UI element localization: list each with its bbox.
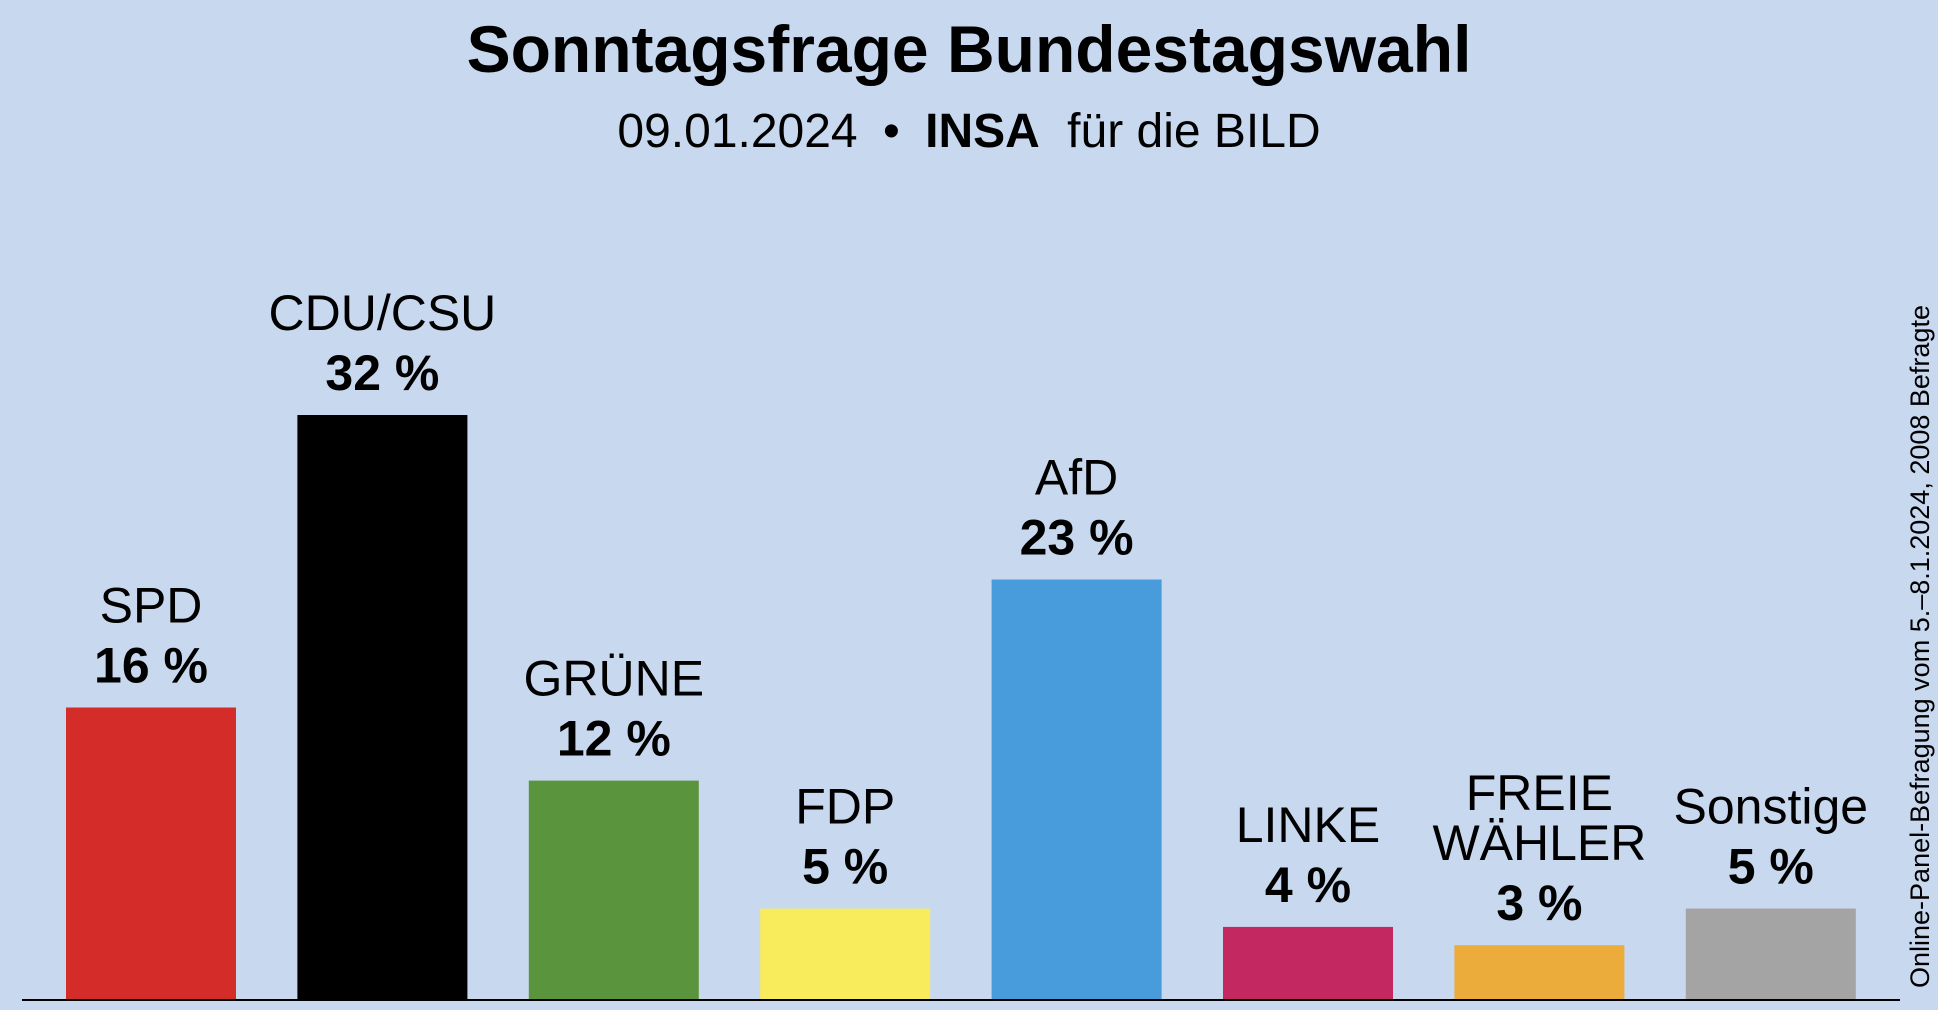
value-label-spd: 16 % [94, 638, 208, 694]
party-label-gruene: GRÜNE [524, 651, 705, 707]
bar-sonstige [1685, 908, 1856, 1000]
party-label-afd: AfD [1035, 450, 1118, 506]
party-label-freie-waehler: FREIE [1466, 765, 1613, 821]
party-label-cdu-csu: CDU/CSU [269, 285, 497, 341]
bars-layer [66, 415, 1856, 1000]
bar-afd [991, 579, 1162, 1000]
poll-date: 09.01.2024 [617, 105, 857, 158]
chart-title: Sonntagsfrage Bundestagswahl [467, 12, 1472, 86]
party-label-sonstige: Sonstige [1674, 779, 1869, 835]
poll-institute: INSA [925, 105, 1040, 158]
bar-spd [66, 707, 236, 1000]
bar-linke [1223, 926, 1393, 1000]
chart-subtitle: 09.01.2024 • INSA für die BILD [617, 105, 1320, 158]
source-note: Online-Panel-Befragung vom 5.–8.1.2024, … [1905, 305, 1935, 988]
bar-cdu-csu [297, 415, 468, 1000]
subtitle-separator: • [883, 105, 900, 158]
bar-fdp [760, 908, 931, 1000]
value-label-afd: 23 % [1020, 510, 1134, 566]
party-label-linke: LINKE [1236, 797, 1381, 853]
party-label-spd: SPD [100, 578, 203, 634]
party-label-fdp: FDP [795, 779, 895, 835]
value-label-fdp: 5 % [802, 839, 888, 895]
value-label-gruene: 12 % [557, 711, 671, 767]
value-label-freie-waehler: 3 % [1496, 875, 1582, 931]
value-label-sonstige: 5 % [1728, 839, 1814, 895]
value-label-linke: 4 % [1265, 857, 1351, 913]
party-label-freie-waehler: WÄHLER [1432, 815, 1646, 871]
bar-freie-waehler [1454, 945, 1625, 1000]
value-label-cdu-csu: 32 % [325, 345, 439, 401]
bar-gruene [528, 780, 699, 1000]
poll-client: für die BILD [1067, 105, 1320, 158]
